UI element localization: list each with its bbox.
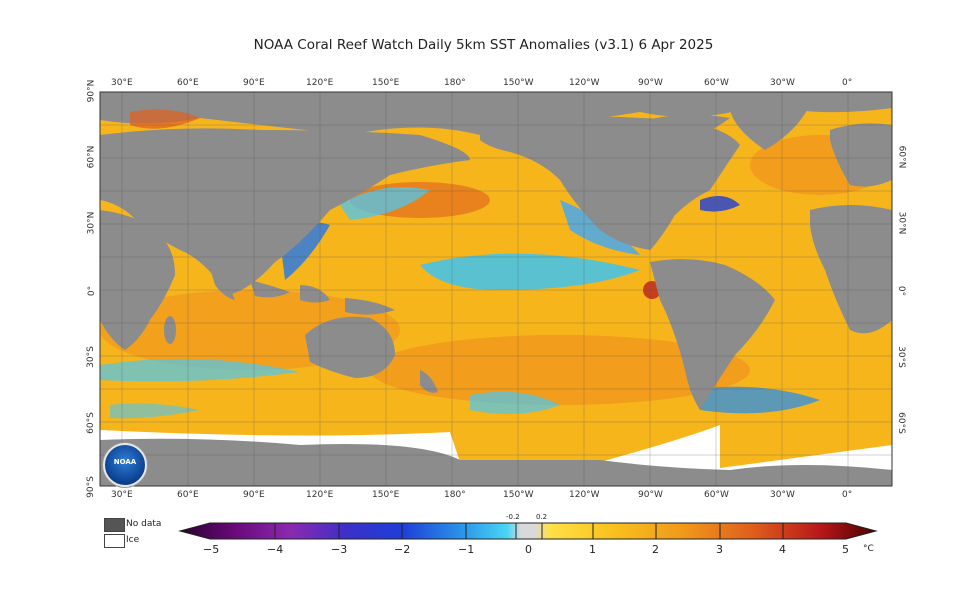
colorbar-tick: 1 bbox=[589, 543, 596, 556]
lon-tick-bottom: 180° bbox=[444, 490, 466, 500]
cool-anomaly-southern-indian bbox=[100, 358, 300, 382]
lon-tick-bottom: 120°E bbox=[306, 490, 334, 500]
lon-tick-top: 30°E bbox=[111, 78, 133, 88]
colorbar-tick: 0 bbox=[525, 543, 532, 556]
land-africa-west bbox=[810, 205, 892, 334]
lat-tick-right: 60°N bbox=[896, 145, 907, 169]
lon-tick-top: 150°E bbox=[372, 78, 400, 88]
colorbar-small-tick: -0.2 bbox=[506, 513, 520, 521]
land-europe bbox=[830, 123, 892, 187]
land-antarctica bbox=[100, 438, 892, 486]
lon-tick-top: 120°W bbox=[569, 78, 600, 88]
lon-tick-bottom: 0° bbox=[842, 490, 853, 500]
colorbar bbox=[178, 522, 878, 540]
land-africa-east bbox=[100, 210, 175, 350]
lon-tick-top: 90°E bbox=[243, 78, 265, 88]
colorbar-tick: −3 bbox=[331, 543, 348, 556]
lon-tick-bottom: 150°W bbox=[503, 490, 534, 500]
lon-tick-top: 60°W bbox=[704, 78, 729, 88]
cool-anomaly-gulf-stream bbox=[700, 196, 740, 212]
no-data-swatch bbox=[104, 518, 125, 532]
land-canadian-archipelago bbox=[640, 114, 730, 150]
cool-anomaly-equatorial-pacific bbox=[420, 253, 640, 290]
lon-tick-bottom: 90°W bbox=[638, 490, 663, 500]
lon-tick-bottom: 120°W bbox=[569, 490, 600, 500]
land-sumatra bbox=[250, 280, 290, 298]
lon-tick-top: 90°W bbox=[638, 78, 663, 88]
colorbar-tick: 4 bbox=[779, 543, 786, 556]
colorbar-small-tick: 0.2 bbox=[536, 513, 548, 521]
land-greenland bbox=[730, 92, 812, 150]
cool-anomaly-kuroshio bbox=[340, 187, 430, 220]
noaa-logo-text: NOAA bbox=[113, 458, 137, 466]
graticule bbox=[100, 92, 892, 486]
lat-tick-left: 30°S bbox=[85, 346, 96, 368]
cool-anomaly-south-atlantic bbox=[690, 386, 820, 414]
warm-anomaly-south-pacific bbox=[370, 335, 750, 405]
lat-tick-right: 60°S bbox=[895, 412, 906, 434]
lon-tick-bottom: 60°E bbox=[177, 490, 199, 500]
land-australia bbox=[305, 316, 395, 378]
no-data-label: No data bbox=[126, 519, 162, 529]
land-eurasia bbox=[100, 128, 470, 295]
warm-anomaly-barents bbox=[130, 109, 200, 129]
cool-anomaly-southern-pacific bbox=[470, 391, 560, 414]
lon-tick-bottom: 150°E bbox=[372, 490, 400, 500]
lon-tick-top: 60°E bbox=[177, 78, 199, 88]
lat-tick-left: 60°S bbox=[85, 412, 96, 434]
land-madagascar bbox=[164, 316, 176, 344]
lon-tick-bottom: 30°E bbox=[111, 490, 133, 500]
colorbar-tick: 2 bbox=[652, 543, 659, 556]
lon-tick-bottom: 60°W bbox=[704, 490, 729, 500]
lat-tick-left: 60°N bbox=[86, 145, 97, 169]
lat-tick-right: 30°N bbox=[896, 211, 907, 235]
cool-anomaly-southern-ocean bbox=[110, 403, 200, 419]
land-new-guinea bbox=[345, 298, 395, 315]
map-border bbox=[99, 91, 893, 487]
land-india-tip bbox=[210, 268, 235, 300]
lon-tick-top: 30°W bbox=[770, 78, 795, 88]
colorbar-unit: °C bbox=[863, 544, 874, 554]
lon-tick-bottom: 30°W bbox=[770, 490, 795, 500]
lat-tick-left: 30°N bbox=[86, 211, 97, 235]
lon-tick-bottom: 90°E bbox=[243, 490, 265, 500]
colorbar-tick: 3 bbox=[716, 543, 723, 556]
colorbar-tick: −2 bbox=[394, 543, 411, 556]
ice-label: Ice bbox=[126, 535, 140, 545]
land-south-america bbox=[650, 259, 775, 410]
lon-tick-top: 120°E bbox=[306, 78, 334, 88]
colorbar-tick: −4 bbox=[267, 543, 284, 556]
lon-tick-top: 150°W bbox=[503, 78, 534, 88]
lat-tick-left: 90°N bbox=[86, 79, 97, 103]
map-body bbox=[100, 92, 892, 486]
land-north-america bbox=[480, 116, 740, 250]
noaa-logo: NOAA bbox=[103, 443, 147, 487]
lat-tick-right: 30°S bbox=[895, 346, 906, 368]
land-borneo bbox=[300, 285, 330, 303]
colorbar-tick: −5 bbox=[203, 543, 220, 556]
lon-tick-top: 180° bbox=[444, 78, 466, 88]
lat-tick-right: 0° bbox=[896, 285, 907, 297]
lat-tick-left: 0° bbox=[87, 285, 98, 297]
lon-tick-top: 0° bbox=[842, 78, 853, 88]
lat-tick-left: 90°S bbox=[85, 476, 96, 498]
colorbar-tick: 5 bbox=[842, 543, 849, 556]
colorbar-tick: −1 bbox=[458, 543, 475, 556]
land-arctic bbox=[100, 92, 892, 135]
ice-swatch bbox=[104, 534, 125, 548]
map-title: NOAA Coral Reef Watch Daily 5km SST Anom… bbox=[253, 37, 714, 53]
land-new-zealand bbox=[420, 370, 438, 393]
